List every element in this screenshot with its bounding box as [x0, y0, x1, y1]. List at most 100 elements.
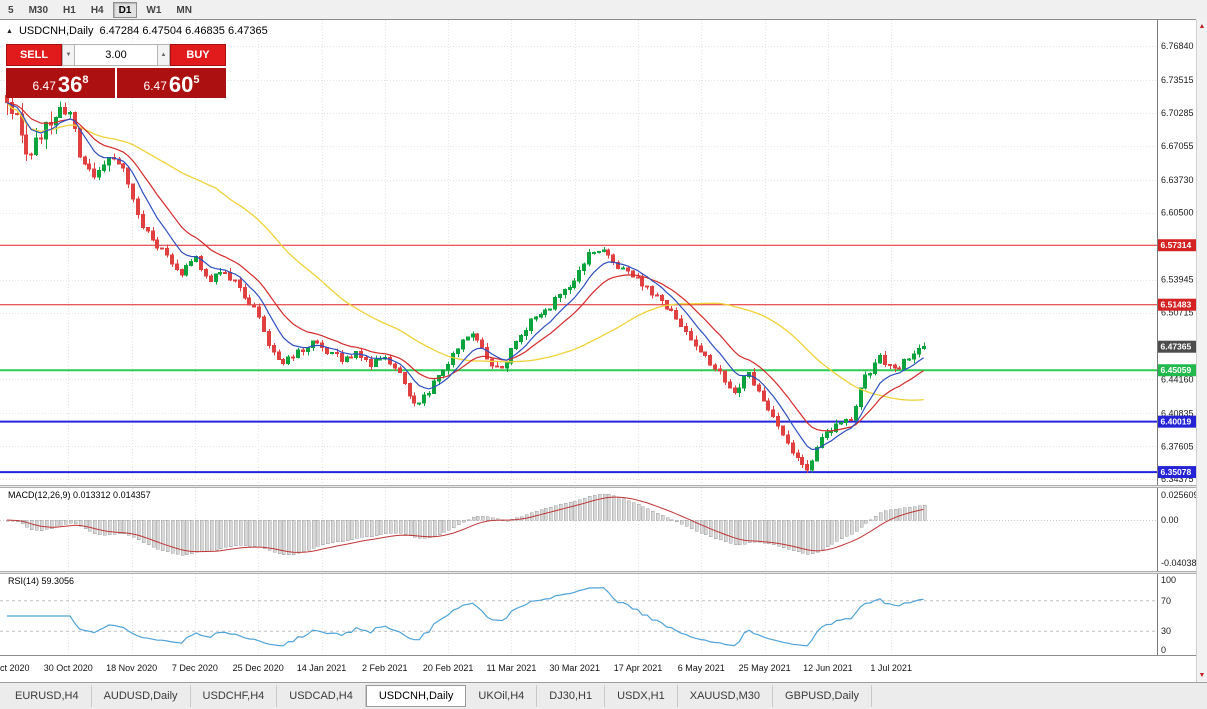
candle-body [669, 308, 673, 312]
macd-bar [674, 519, 679, 523]
macd-bar [29, 519, 34, 530]
macd-label: MACD(12,26,9) 0.013312 0.014357 [8, 490, 151, 500]
chart-header: ▲ USDCNH,Daily 6.47284 6.47504 6.46835 6… [6, 25, 268, 37]
candle-body [762, 390, 766, 402]
sell-price-display[interactable]: 6.47 36 8 [6, 68, 115, 98]
collapse-icon[interactable]: ▲ [6, 27, 13, 35]
period-button-h4[interactable]: H4 [90, 4, 104, 16]
macd-bar [83, 519, 88, 530]
price-chart-pane[interactable]: 6.76840 6.73515 6.70285 6.67055 6.63730 6.605… [0, 20, 1196, 485]
chart-tab-usdcad[interactable]: USDCAD,H4 [277, 685, 366, 707]
chart-tab-usdx[interactable]: USDX,H1 [605, 685, 678, 707]
volume-decrease-button[interactable]: ▼ [62, 44, 75, 66]
macd-indicator-pane[interactable]: 0.025609 0.00 -0.040386 MACD(12,26,9) 0.01… [0, 488, 1196, 571]
chart-tab-eurusd[interactable]: EURUSD,H4 [3, 685, 92, 707]
candle-body [606, 249, 610, 256]
macd-bar [117, 519, 122, 535]
chart-tab-dj30[interactable]: DJ30,H1 [537, 685, 606, 707]
period-button-d1[interactable]: D1 [112, 1, 138, 18]
candle-body [868, 373, 872, 376]
candle-body [820, 437, 824, 448]
candle-body [568, 286, 572, 291]
vertical-scrollbar[interactable]: ▲ ▼ [1196, 20, 1207, 682]
macd-bar [471, 517, 476, 521]
macd-bar [175, 519, 180, 555]
macd-bar [141, 519, 146, 543]
candle-body [204, 268, 208, 277]
period-button-h1[interactable]: H1 [63, 4, 76, 16]
scroll-up-icon[interactable]: ▲ [1198, 23, 1206, 30]
macd-bar [354, 519, 359, 539]
sell-button[interactable]: SELL [6, 44, 62, 66]
candle-body [180, 268, 184, 276]
candle-body [471, 333, 475, 338]
macd-bar [223, 519, 228, 548]
horizontal-levels[interactable] [0, 244, 1157, 474]
svg-text:0: 0 [1161, 645, 1166, 655]
macd-bar [548, 507, 553, 521]
macd-bar [286, 519, 291, 556]
candle-body [558, 293, 562, 299]
period-button-m30[interactable]: M30 [28, 4, 49, 16]
candle-body [771, 409, 775, 418]
chart-tab-audusd[interactable]: AUDUSD,Daily [92, 685, 191, 707]
macd-bar [829, 519, 834, 545]
volume-input[interactable] [75, 44, 157, 66]
macd-bar [922, 504, 927, 521]
candle-body [393, 363, 397, 369]
buy-price-display[interactable]: 6.47 60 5 [117, 68, 226, 98]
chart-tab-usdchf[interactable]: USDCHF,H4 [191, 685, 278, 707]
period-button-w1[interactable]: W1 [146, 4, 162, 16]
candle-body [175, 263, 179, 270]
buy-button[interactable]: BUY [170, 44, 226, 66]
macd-bar [645, 508, 650, 521]
date-label: 7 Dec 2020 [171, 663, 218, 673]
svg-text:6.57314: 6.57314 [1161, 240, 1192, 250]
macd-bar [228, 519, 233, 547]
candle-body [39, 137, 43, 140]
rsi-canvas[interactable]: 100 70 30 0 [0, 574, 1196, 655]
chart-tab-xauusd[interactable]: XAUUSD,M30 [678, 685, 774, 707]
scroll-down-icon[interactable]: ▼ [1198, 672, 1206, 679]
macd-bar [267, 519, 272, 551]
period-button-mn[interactable]: MN [176, 4, 192, 16]
candle-body [466, 336, 470, 341]
svg-text:6.67055: 6.67055 [1161, 141, 1194, 151]
macd-bar [58, 519, 63, 526]
price-chart-canvas[interactable]: 6.76840 6.73515 6.70285 6.67055 6.63730 6.605… [0, 20, 1196, 485]
svg-text:100: 100 [1161, 575, 1176, 585]
candle-body [897, 367, 901, 370]
period-button-5[interactable]: 5 [8, 4, 14, 16]
pane-separator[interactable] [0, 571, 1196, 574]
macd-canvas[interactable]: 0.025609 0.00 -0.040386 [0, 488, 1196, 571]
chart-tab-gbpusd[interactable]: GBPUSD,Daily [773, 685, 873, 707]
macd-bar [888, 509, 893, 521]
macd-bar [54, 519, 59, 528]
candle-body [548, 308, 552, 311]
date-axis[interactable]: 12 Oct 2020 30 Oct 2020 18 Nov 2020 7 Dec 2… [0, 655, 1196, 682]
candle-body [155, 239, 159, 249]
macd-bar [665, 517, 670, 521]
macd-bar [757, 519, 762, 543]
candle-body [388, 357, 392, 365]
macd-bar [834, 519, 839, 542]
macd-bar [490, 517, 495, 521]
svg-text:6.63730: 6.63730 [1161, 175, 1194, 185]
macd-bar [374, 519, 379, 536]
chart-tab-usdcnh[interactable]: USDCNH,Daily [365, 685, 467, 707]
macd-bar [626, 500, 631, 521]
candle-body [902, 359, 906, 370]
svg-text:0.025609: 0.025609 [1161, 490, 1196, 500]
pane-separator[interactable] [0, 485, 1196, 488]
candle-body [325, 347, 329, 354]
date-label: 6 May 2021 [677, 663, 725, 673]
timeframe-toolbar: 5 M30 H1 H4 D1 W1 MN [0, 0, 1196, 20]
volume-increase-button[interactable]: ▲ [157, 44, 170, 66]
candle-body [485, 346, 489, 360]
macd-bar [466, 519, 471, 521]
candle-body [277, 351, 281, 360]
chart-tab-ukoil[interactable]: UKOil,H4 [466, 685, 538, 707]
rsi-indicator-pane[interactable]: 100 70 30 0 RSI(14) 59.3056 [0, 574, 1196, 655]
candle-body [655, 294, 659, 297]
